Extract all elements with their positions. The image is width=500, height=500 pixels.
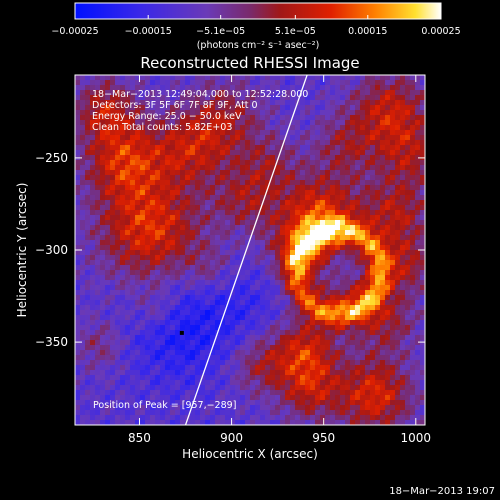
x-tick-label: 900 (220, 431, 243, 445)
x-tick-label: 850 (128, 431, 151, 445)
peak-position-label: Position of Peak = [957,−289] (93, 400, 236, 411)
colorbar-ticks: −0.00025 −0.00015 −5.1e−05 5.1e−05 0.00015 0.… (51, 15, 461, 37)
annotation-detectors: Detectors: 3F 5F 6F 7F 8F 9F, Att 0 (92, 100, 258, 111)
colorbar-tick-label: 5.1e−05 (275, 26, 316, 37)
heatmap-image (75, 75, 425, 425)
footer-timestamp: 18−Mar−2013 19:07 (389, 486, 495, 497)
x-tick-label: 950 (312, 431, 335, 445)
minimum-marker (179, 330, 184, 335)
annotation-clean-counts: Clean Total counts: 5.82E+03 (92, 122, 232, 133)
axis-ticks: 850 900 950 1000 −350 −300 −250 (35, 75, 431, 445)
annotation-energy-range: Energy Range: 25.0 − 50.0 keV (92, 111, 242, 122)
solar-limb-line (184, 75, 308, 425)
colorbar-tick-label: 0.00015 (348, 26, 387, 37)
colorbar-unit-label: (photons cm⁻² s⁻¹ asec⁻²) (197, 40, 320, 51)
x-tick-label: 1000 (401, 431, 432, 445)
annotation-time-range: 18−Mar−2013 12:49:04.000 to 12:52:28.000 (92, 89, 308, 100)
y-tick-label: −300 (35, 243, 68, 257)
colorbar-tick-label: −5.1e−05 (196, 26, 245, 37)
x-axis-label: Heliocentric X (arcsec) (182, 447, 318, 461)
chart-title: Reconstructed RHESSI Image (140, 54, 359, 72)
colorbar-tick-label: 0.00025 (421, 26, 460, 37)
y-tick-label: −250 (35, 151, 68, 165)
colorbar-tick-label: −0.00025 (51, 26, 98, 37)
y-axis-label: Heliocentric Y (arcsec) (15, 183, 29, 318)
colorbar (74, 2, 442, 20)
colorbar-tick-label: −0.00015 (125, 26, 172, 37)
y-tick-label: −350 (35, 335, 68, 349)
